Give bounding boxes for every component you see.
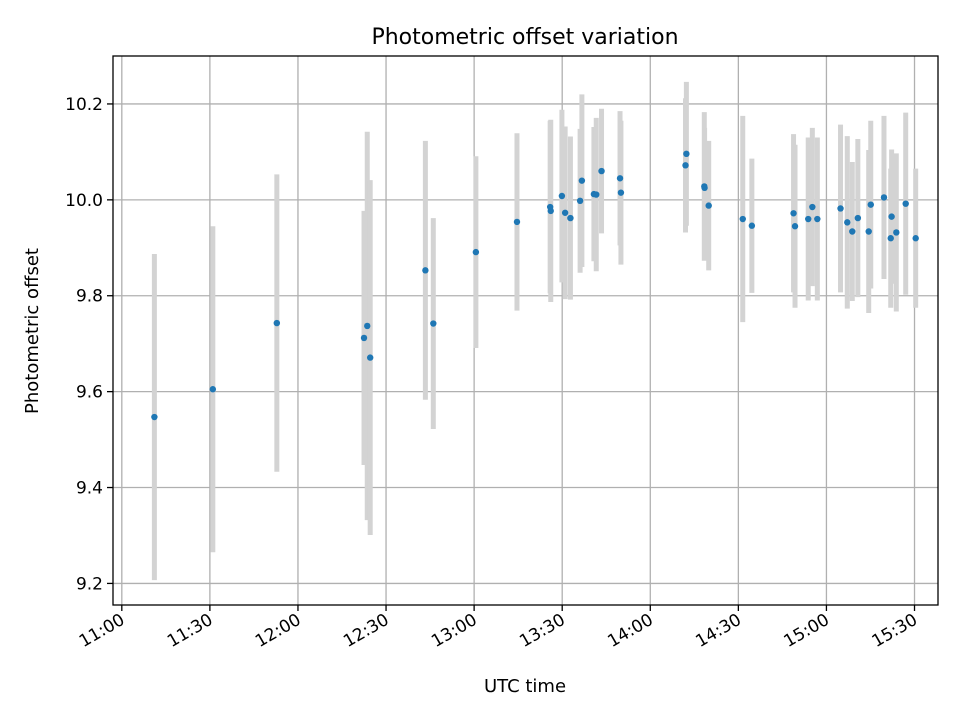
data-point (912, 235, 919, 242)
data-point (209, 386, 217, 393)
data-point (705, 202, 712, 209)
data-point (880, 194, 888, 201)
y-tick-label: 10.0 (65, 191, 103, 211)
data-point (805, 215, 812, 223)
data-point (422, 267, 429, 274)
data-point (558, 192, 566, 200)
data-point (151, 413, 158, 421)
y-tick-label: 9.8 (76, 287, 103, 307)
data-point (887, 235, 894, 242)
data-point (273, 319, 281, 327)
data-point (790, 210, 797, 217)
x-tick-label: 13:00 (428, 610, 480, 652)
data-point (578, 177, 586, 184)
data-point (567, 214, 574, 222)
y-tick-label: 9.6 (76, 383, 103, 403)
data-point (837, 205, 844, 212)
x-tick-label: 15:30 (869, 610, 921, 652)
x-tick-label: 11:30 (164, 610, 216, 652)
data-point (701, 184, 708, 192)
chart-title: Photometric offset variation (371, 25, 678, 50)
data-point (867, 201, 874, 208)
data-point (472, 248, 480, 256)
y-tick-label: 10.2 (65, 95, 103, 115)
data-point (430, 320, 437, 327)
data-point (616, 175, 624, 182)
data-point (683, 150, 690, 158)
data-point (576, 197, 584, 205)
y-tick-label: 9.4 (76, 479, 103, 499)
data-point (561, 209, 569, 216)
data-point (598, 167, 605, 175)
x-tick-label: 14:30 (692, 610, 744, 652)
data-point (844, 219, 851, 226)
error-bars (151, 81, 919, 581)
data-point (888, 213, 895, 220)
y-tick-label: 9.2 (76, 574, 103, 594)
data-points (151, 150, 919, 421)
data-point (854, 214, 862, 222)
data-point (682, 162, 689, 169)
data-point (547, 207, 554, 215)
data-point (893, 229, 900, 236)
x-tick-label: 15:00 (780, 610, 832, 652)
data-point (617, 189, 625, 196)
data-point (814, 215, 821, 223)
data-point (366, 354, 374, 361)
data-point (513, 218, 521, 226)
y-axis-label: Photometric offset (22, 248, 43, 414)
x-tick-label: 13:30 (516, 610, 568, 652)
data-point (364, 322, 371, 330)
x-tick-label: 12:30 (340, 610, 392, 652)
data-point (809, 203, 816, 211)
data-point (865, 228, 872, 235)
x-tick-label: 12:00 (252, 610, 304, 652)
x-tick-label: 14:00 (604, 610, 656, 652)
data-point (360, 334, 368, 342)
data-point (791, 223, 799, 230)
x-tick-label: 11:00 (76, 610, 128, 652)
data-point (748, 222, 756, 229)
data-point (902, 200, 909, 207)
data-point (593, 191, 600, 198)
plot-frame (112, 55, 939, 606)
data-point (849, 228, 856, 235)
data-point (739, 215, 746, 223)
x-axis-label: UTC time (484, 676, 566, 697)
